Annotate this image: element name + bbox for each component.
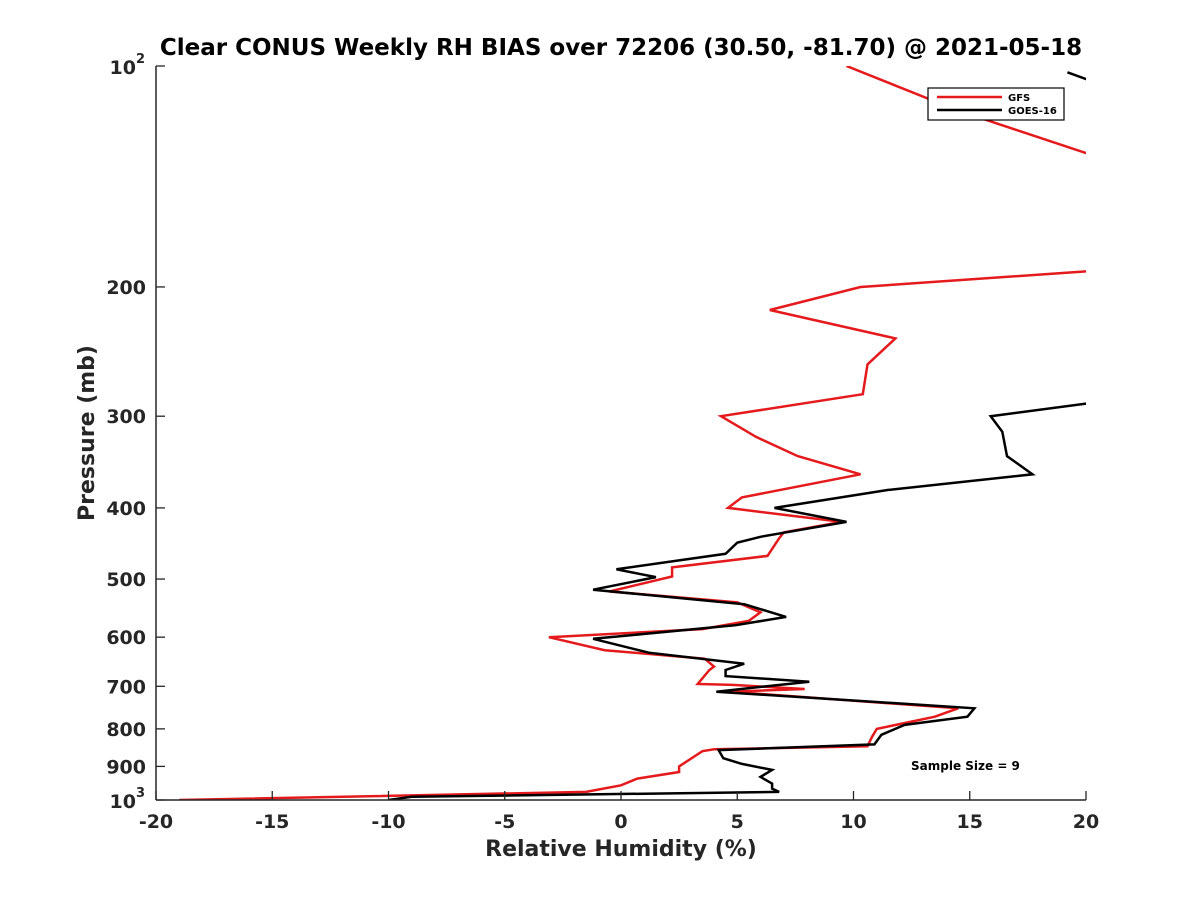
x-tick-label: 5 (731, 811, 744, 833)
y-tick-label: 800 (106, 719, 146, 741)
x-tick-label: -20 (139, 811, 173, 833)
y-axis-label: Pressure (mb) (75, 345, 100, 521)
y-tick-label: 10 (110, 57, 136, 79)
y-tick-label-exponent: 3 (136, 786, 145, 801)
y-tick-label: 600 (106, 627, 146, 649)
legend-box (927, 87, 1065, 121)
legend-label-gfs: GFS (1008, 93, 1030, 104)
sample-size-annotation: Sample Size = 9 (911, 759, 1020, 773)
legend-label-goes16: GOES-16 (1008, 106, 1057, 117)
y-tick-label: 500 (106, 569, 146, 591)
y-tick-label-exponent: 2 (136, 52, 145, 67)
y-tick-label: 900 (106, 756, 146, 778)
y-tick-label: 700 (106, 676, 146, 698)
legend: GFS GOES-16 (927, 87, 1065, 121)
y-tick-label: 400 (106, 498, 146, 520)
x-tick-label: -5 (494, 811, 515, 833)
series-line-goes16 (388, 71, 1086, 800)
x-tick-label: -15 (255, 811, 289, 833)
y-tick-label: 300 (106, 406, 146, 428)
x-tick-label: -10 (371, 811, 405, 833)
y-tick-label: 10 (110, 791, 136, 813)
series-layer (179, 66, 1086, 800)
x-tick-label: 10 (840, 811, 866, 833)
x-tick-label: 15 (957, 811, 983, 833)
x-tick-label: 0 (614, 811, 627, 833)
x-tick-label: 20 (1073, 811, 1099, 833)
chart-title: Clear CONUS Weekly RH BIAS over 72206 (3… (160, 35, 1082, 61)
y-tick-label: 200 (106, 277, 146, 299)
x-axis-label: Relative Humidity (%) (485, 837, 757, 862)
